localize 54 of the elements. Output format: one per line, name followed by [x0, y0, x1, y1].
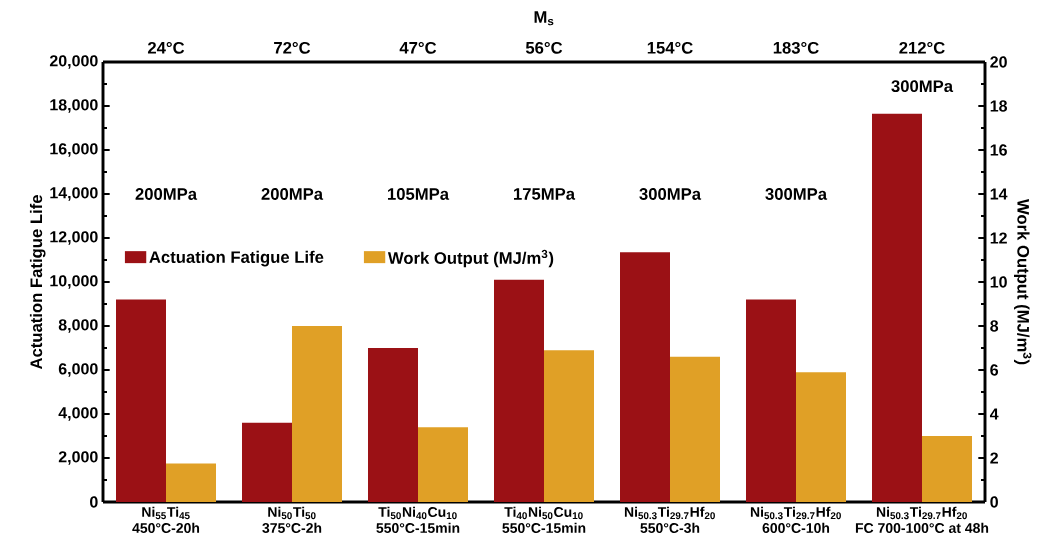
bar — [116, 299, 166, 502]
annotation: 300MPa — [765, 188, 828, 200]
y-axis-title: Actuation Fatigue Life — [29, 195, 46, 370]
x-tick-label: Ni$_{50.3}$Ti$_{29.7}$Hf$_{20}$ 550°C-3h — [624, 506, 715, 534]
text: 47°C — [399, 41, 437, 54]
bar — [368, 348, 418, 502]
x-tick-label: Ti$_{40}$Ni$_{50}$Cu$_{10}$ 550°C-15min — [502, 506, 586, 533]
y2-tick-label: 0 — [990, 496, 998, 508]
text: 24°C — [147, 41, 185, 54]
text: 212°C — [899, 41, 945, 54]
x2-axis-title: M$_{s}$ — [534, 11, 554, 26]
text: 72°C — [274, 41, 311, 54]
bar — [922, 436, 972, 502]
y-tick-label: 8,000 — [58, 319, 98, 333]
bar — [872, 113, 922, 502]
annotation: 200MPa — [135, 188, 198, 200]
x-tick-label: Ti$_{50}$Ni$_{40}$Cu$_{10}$ 550°C-15min — [376, 506, 460, 533]
x-tick-label: Ni$_{50.3}$Ti$_{29.7}$Hf$_{20}$ 600°C-10h — [750, 506, 841, 533]
y2-tick-label: 20 — [990, 56, 1007, 68]
y2-tick-label: 12 — [990, 232, 1007, 244]
annotation: 175MPa — [514, 188, 576, 200]
y2-tick-label: 10 — [990, 276, 1007, 288]
bar — [166, 463, 217, 502]
y2-tick-label: 16 — [990, 144, 1007, 156]
y-tick-label: 16,000 — [50, 143, 98, 157]
text: 154°C — [647, 41, 693, 54]
bar — [292, 326, 342, 502]
y2-axis-title: Work Output (MJ/m$^{3}$) — [1014, 198, 1032, 365]
y2-tick-label: 2 — [990, 452, 998, 464]
x-tick-label: Ni$_{50}$Ti$_{50}$ 375°C-2h — [262, 506, 322, 534]
x-tick-label: Ni$_{55}$Ti$_{45}$ 450°C-20h — [132, 506, 200, 533]
y-tick-label: 20,000 — [49, 55, 98, 69]
annotation: 105MPa — [388, 188, 450, 200]
annotation: 300MPa — [891, 80, 954, 93]
y2-tick-label: 6 — [990, 364, 999, 376]
y-tick-label: 12,000 — [50, 231, 98, 245]
y-tick-label: 10,000 — [50, 275, 98, 289]
y2-tick-label: 8 — [990, 320, 999, 332]
annotation: 200MPa — [261, 188, 324, 200]
legend-label: Work Output (MJ/m$^{3}$) — [387, 249, 554, 268]
y-tick-label: 14,000 — [50, 187, 98, 201]
legend-label: Actuation Fatigue Life — [149, 250, 324, 267]
y2-tick-label: 18 — [990, 100, 1008, 112]
y-tick-label: 2,000 — [58, 451, 98, 465]
annotation: 300MPa — [639, 188, 702, 200]
y2-tick-label: 4 — [989, 408, 999, 420]
y-tick-label: 6,000 — [58, 363, 98, 377]
y-tick-label: 0 — [90, 496, 98, 508]
y2-tick-label: 14 — [990, 188, 1008, 200]
text: 183°C — [773, 41, 819, 54]
y-tick-label: 18,000 — [50, 99, 98, 113]
text: 56°C — [525, 41, 563, 54]
y-tick-label: 4,000 — [58, 407, 98, 421]
x-tick-label: Ni$_{50.3}$Ti$_{29.7}$Hf$_{20}$ FC 700-100°C at 48h — [855, 506, 989, 533]
